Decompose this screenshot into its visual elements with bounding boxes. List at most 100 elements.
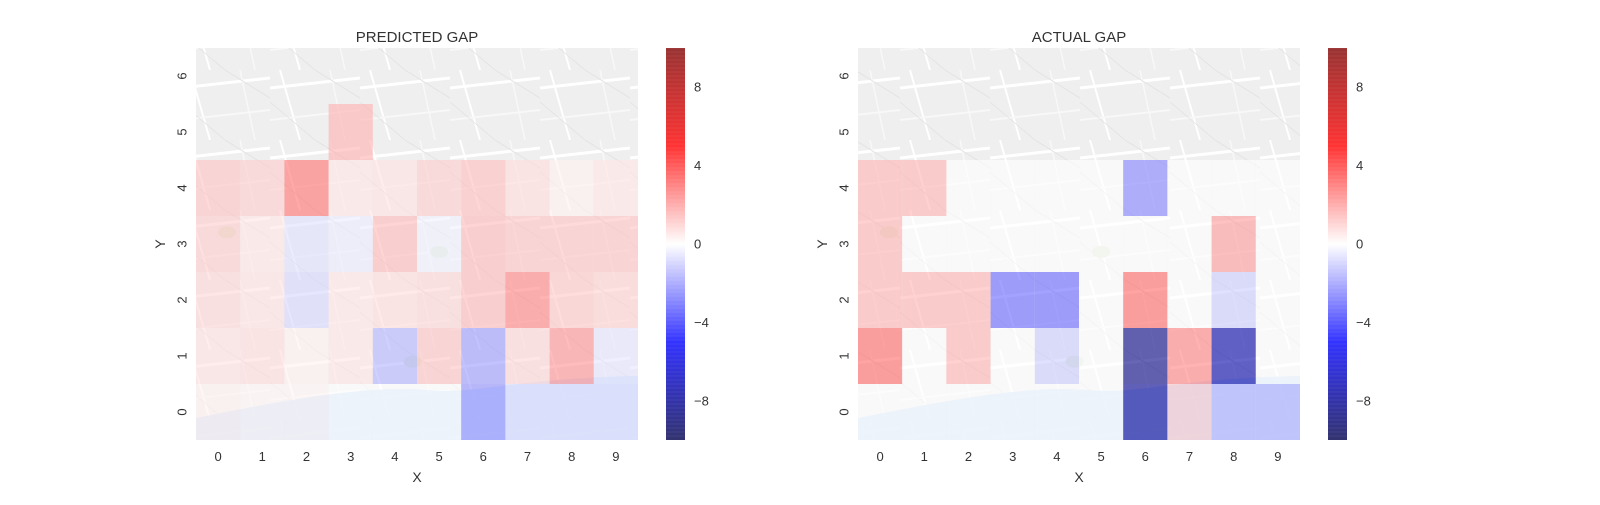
heatmap-cell <box>593 272 638 328</box>
y-tick-label: 6 <box>837 72 852 79</box>
y-tick-label: 1 <box>175 352 190 359</box>
heatmap-cell <box>240 272 285 328</box>
heatmap-cell <box>1211 216 1256 272</box>
heatmap-cell <box>902 328 947 384</box>
y-tick-label: 6 <box>175 72 190 79</box>
heatmap-cell <box>990 216 1035 272</box>
colorbar-tick-label: 4 <box>1356 158 1363 173</box>
heatmap-cell <box>240 384 285 440</box>
x-tick-label: 0 <box>214 449 221 464</box>
heatmap-cell <box>372 160 417 216</box>
colorbar-tick-label: −4 <box>694 315 709 330</box>
heatmap-cell <box>328 272 373 328</box>
colorbar-tick-label: −8 <box>694 393 709 408</box>
heatmap-cell <box>1123 384 1168 440</box>
heatmap-cell <box>240 160 285 216</box>
colorbar-tick-label: 0 <box>1356 237 1363 252</box>
heatmap-cell <box>549 160 594 216</box>
y-axis-label: Y <box>814 239 830 249</box>
y-tick-label: 4 <box>175 184 190 191</box>
heatmap-cell <box>1255 216 1300 272</box>
heatmap-cell <box>1255 160 1300 216</box>
heatmap-cell <box>328 328 373 384</box>
heatmap-cell <box>902 384 947 440</box>
heatmap-cell <box>1079 160 1124 216</box>
heatmap-cell <box>946 328 991 384</box>
heatmap-cell <box>1034 160 1079 216</box>
colorbar-tick-label: −8 <box>1356 393 1371 408</box>
heatmap-cell <box>461 328 506 384</box>
heatmap-cell <box>593 216 638 272</box>
heatmap-cell <box>461 160 506 216</box>
heatmap-cell <box>196 384 241 440</box>
heatmap-cell <box>1167 216 1212 272</box>
x-tick-label: 3 <box>347 449 354 464</box>
heatmap-cell <box>417 272 462 328</box>
heatmap-cell <box>328 384 373 440</box>
heatmap-cell <box>858 160 903 216</box>
colorbar: 8 4 0 −4 −8 <box>666 47 709 440</box>
heatmap-cell <box>417 328 462 384</box>
heatmap-cell <box>858 384 903 440</box>
x-tick-label: 7 <box>1186 449 1193 464</box>
x-tick-label: 8 <box>568 449 575 464</box>
heatmap-cell <box>1079 272 1124 328</box>
y-tick-label: 1 <box>837 352 852 359</box>
heatmap-cell <box>549 272 594 328</box>
heatmap-cell <box>505 216 550 272</box>
heatmap-cell <box>902 160 947 216</box>
heatmap-cell <box>1034 216 1079 272</box>
heatmap-cell <box>593 384 638 440</box>
heatmap-cell <box>1211 160 1256 216</box>
heatmap-cell <box>549 384 594 440</box>
heatmap-panel: PREDICTED GAP 0 1 2 3 4 5 6 7 8 9 X 0 1 2 3 4 5 6 Y 8 4 0 −4 −8 <box>152 29 709 485</box>
heatmap-panel: ACTUAL GAP 0 1 2 3 4 5 6 7 8 9 X 0 1 2 3 4 5 6 Y 8 4 0 −4 −8 <box>814 29 1371 485</box>
heatmap-cell <box>284 216 329 272</box>
heatmap-cell <box>328 216 373 272</box>
x-tick-label: 2 <box>965 449 972 464</box>
heatmap-cell <box>902 216 947 272</box>
x-tick-label: 4 <box>1053 449 1060 464</box>
heatmap-cell <box>284 384 329 440</box>
heatmap-cell <box>284 328 329 384</box>
heatmap-cell <box>946 216 991 272</box>
heatmap-cell <box>284 160 329 216</box>
heatmap-cell <box>372 272 417 328</box>
y-tick-label: 3 <box>175 240 190 247</box>
heatmap-cell <box>1034 272 1079 328</box>
heatmap-cell <box>1211 384 1256 440</box>
colorbar-gradient <box>666 48 685 440</box>
heatmap-cell <box>240 328 285 384</box>
heatmap-cell <box>1167 384 1212 440</box>
heatmap-cell <box>372 328 417 384</box>
heatmap-cell <box>858 216 903 272</box>
heatmap-cell <box>990 272 1035 328</box>
x-tick-label: 0 <box>876 449 883 464</box>
y-tick-label: 2 <box>837 296 852 303</box>
x-tick-label: 6 <box>1142 449 1149 464</box>
x-tick-label: 7 <box>524 449 531 464</box>
heatmap-cell <box>196 216 241 272</box>
colorbar-tick-label: 8 <box>694 80 701 95</box>
heatmap-cell <box>946 160 991 216</box>
x-tick-label: 3 <box>1009 449 1016 464</box>
x-tick-label: 4 <box>391 449 398 464</box>
heatmap-cell <box>1255 384 1300 440</box>
heatmap-cell <box>1123 272 1168 328</box>
y-tick-label: 0 <box>837 408 852 415</box>
heatmap-cell <box>1255 328 1300 384</box>
y-axis-label: Y <box>152 239 168 249</box>
heatmap-cell <box>372 216 417 272</box>
x-tick-label: 1 <box>921 449 928 464</box>
heatmap-cell <box>1255 272 1300 328</box>
heatmap-cell <box>196 160 241 216</box>
heatmap-cell <box>990 384 1035 440</box>
heatmap-cell <box>417 216 462 272</box>
heatmap-cell <box>990 160 1035 216</box>
colorbar-gradient <box>1328 48 1347 440</box>
colorbar-tick-label: 0 <box>694 237 701 252</box>
heatmap-cell <box>1123 160 1168 216</box>
heatmap-cell <box>1211 272 1256 328</box>
heatmap-cell <box>858 272 903 328</box>
x-tick-label: 9 <box>1274 449 1281 464</box>
